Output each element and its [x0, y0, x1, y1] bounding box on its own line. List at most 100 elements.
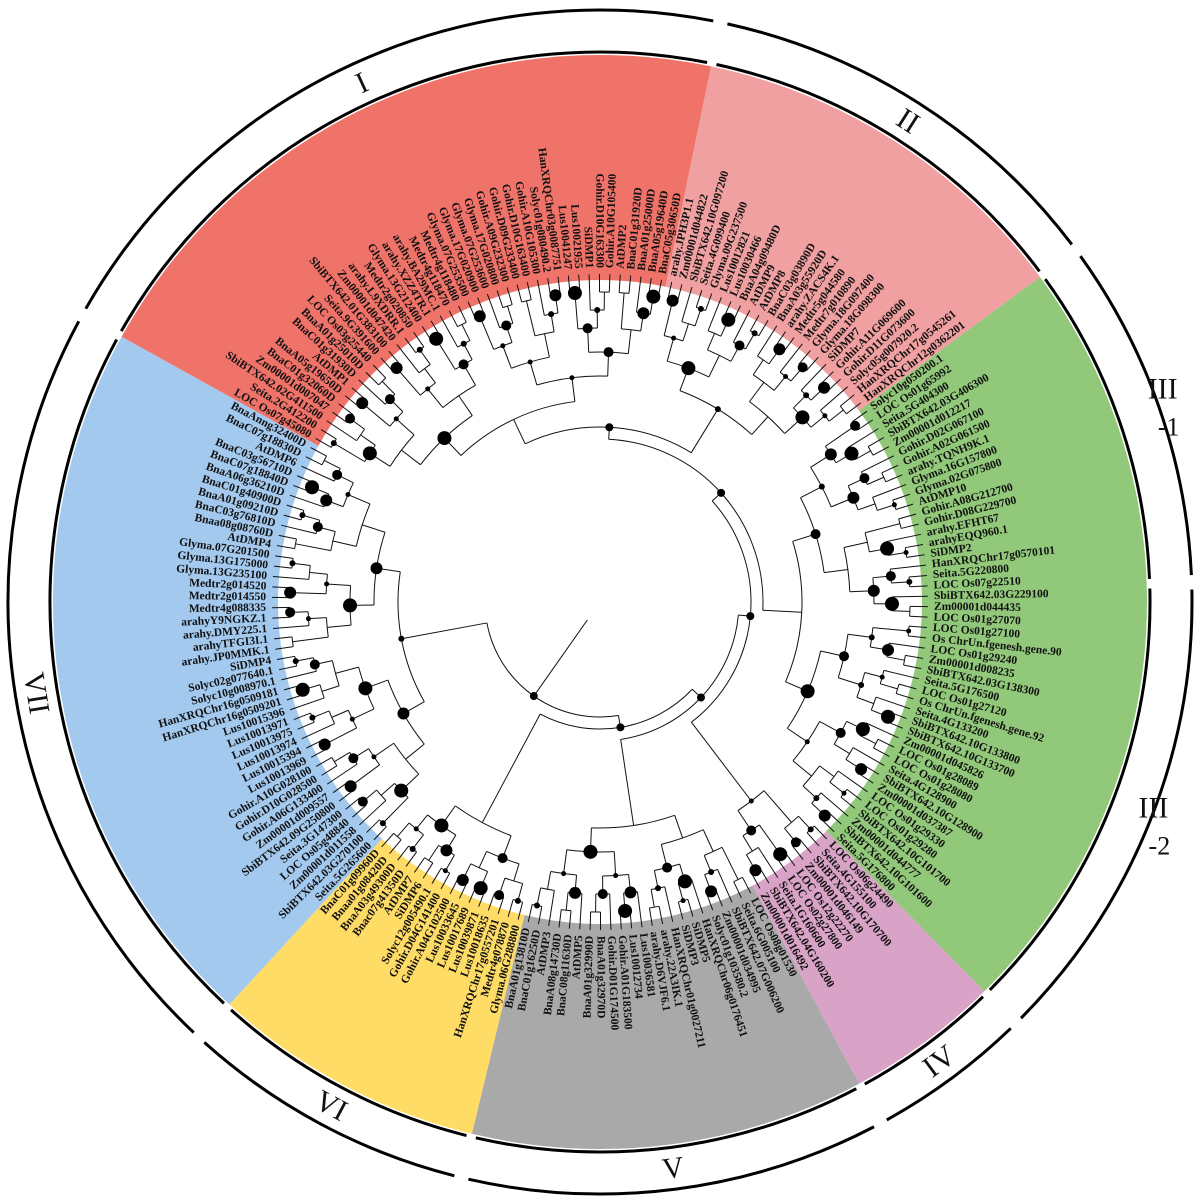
branch — [529, 361, 538, 386]
branch — [833, 743, 850, 755]
bootstrap-dot — [284, 586, 297, 599]
branch — [297, 721, 315, 730]
branch — [563, 849, 568, 874]
branch — [324, 727, 357, 745]
bootstrap-dot — [494, 890, 505, 901]
branch — [332, 540, 357, 547]
branch-arc — [619, 292, 630, 294]
bootstrap-dot — [734, 340, 745, 351]
branch-arc — [534, 331, 555, 337]
branch — [857, 419, 874, 431]
branch — [404, 337, 417, 353]
bootstrap-dot — [616, 723, 625, 732]
branch — [856, 696, 874, 705]
bootstrap-dot — [416, 346, 423, 353]
branch — [440, 872, 451, 890]
tree-branches — [272, 273, 928, 931]
bootstrap-dot — [548, 311, 555, 318]
branch — [864, 672, 883, 678]
branch — [558, 909, 562, 928]
branch — [877, 738, 895, 748]
bootstrap-dot — [500, 343, 506, 349]
branch — [877, 504, 895, 511]
branch — [703, 855, 712, 873]
branch — [742, 835, 753, 852]
bootstrap-dot — [324, 581, 330, 587]
branch — [479, 316, 495, 350]
branch — [334, 751, 350, 763]
bootstrap-dot — [773, 847, 788, 862]
branch — [872, 483, 907, 498]
bootstrap-dot — [855, 722, 870, 737]
bootstrap-dot — [637, 307, 650, 320]
branch — [908, 574, 927, 578]
bootstrap-dot — [390, 362, 403, 375]
branch — [373, 826, 387, 841]
branch-arc — [620, 614, 739, 740]
bootstrap-dot — [824, 448, 837, 461]
branch — [424, 368, 436, 384]
bootstrap-dot — [409, 845, 416, 852]
branch — [837, 770, 868, 793]
outer-ring-arc — [886, 1027, 1012, 1122]
branch — [507, 899, 514, 918]
branch — [548, 890, 555, 927]
bootstrap-dot — [795, 410, 810, 425]
branch — [828, 409, 844, 422]
branch — [779, 343, 803, 373]
branch — [327, 624, 352, 628]
branch-arc — [331, 757, 338, 767]
branch — [886, 656, 905, 661]
branch — [891, 581, 910, 584]
bootstrap-dot — [305, 616, 311, 622]
bootstrap-dot — [312, 521, 323, 532]
bootstrap-dot — [605, 423, 614, 432]
branch — [366, 819, 380, 833]
bootstrap-dot — [358, 681, 373, 696]
branch — [905, 544, 924, 549]
branch — [302, 514, 320, 521]
bootstrap-dot — [289, 560, 296, 567]
bootstrap-dot — [393, 416, 399, 422]
branch — [798, 815, 812, 830]
leaf-label: Medtr2g014550 — [189, 590, 267, 603]
branch — [627, 329, 632, 354]
bootstrap-dot — [696, 693, 705, 702]
branch — [565, 892, 569, 911]
clade-numeral: III — [1148, 372, 1178, 405]
branch — [310, 447, 327, 457]
branch — [847, 428, 879, 449]
branch — [362, 524, 386, 533]
branch — [892, 493, 910, 501]
branch — [752, 359, 764, 376]
outer-ring-arc — [6, 320, 195, 1034]
bootstrap-dot — [835, 727, 846, 738]
branch — [705, 293, 713, 311]
bootstrap-dot — [880, 541, 895, 556]
branch — [620, 739, 635, 826]
branch — [427, 388, 444, 408]
bootstrap-dot — [330, 440, 337, 447]
bootstrap-dot — [624, 886, 637, 899]
branch — [338, 403, 354, 416]
branch — [824, 568, 848, 574]
branch — [825, 425, 856, 447]
branch — [707, 297, 722, 331]
branch — [636, 276, 642, 313]
bootstrap-dot — [804, 739, 810, 745]
branch — [873, 747, 890, 757]
branch — [324, 459, 341, 470]
branch — [544, 333, 550, 358]
bootstrap-dot — [868, 634, 875, 641]
bootstrap-dot — [320, 494, 333, 507]
branch — [326, 763, 358, 785]
branch — [891, 595, 928, 598]
bootstrap-dot — [618, 903, 633, 918]
bootstrap-dot — [749, 864, 762, 877]
branch — [732, 309, 751, 343]
branch — [674, 815, 684, 839]
branch — [820, 792, 849, 817]
branch — [496, 290, 504, 308]
branch — [898, 513, 917, 520]
branch — [691, 879, 704, 914]
